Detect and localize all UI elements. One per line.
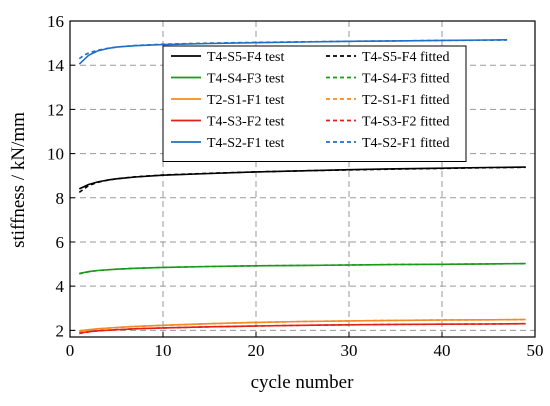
legend-label-t4-s5-f4-fitted: T4-S5-F4 fitted [362,50,450,65]
plot-frame [69,20,536,338]
legend-box [162,45,467,162]
y-tick-label: 10 [47,145,64,164]
series-line-t4-s4-f3-fitted [79,262,526,275]
x-tick-label: 20 [248,341,265,360]
y-tick-label: 6 [56,233,65,252]
legend-label-t4-s2-f1-test: T4-S2-F1 test [207,136,285,151]
tick-layer: 0 10 20 30 40 50 2 4 6 8 10 12 14 16 [47,12,544,360]
y-tick-label: 14 [47,56,65,75]
series-layer [78,39,526,335]
y-tick-label: 4 [56,277,65,296]
legend-label-t4-s5-f4-test: T4-S5-F4 test [207,50,285,65]
x-tick-label: 10 [155,341,172,360]
series-line-t2-s1-f1-fitted [79,318,526,333]
legend: T4-S5-F4 test T4-S5-F4 fitted T4-S4-F3 tes… [162,45,467,162]
y-axis-title: stiffness / kN/mm [8,112,29,248]
x-tick-label: 30 [341,341,358,360]
y-tick-label: 2 [56,321,65,340]
legend-label-t2-s1-f1-test: T2-S1-F1 test [207,93,285,108]
x-tick-label: 40 [434,341,451,360]
y-tick-label: 8 [56,189,65,208]
series-line-t4-s2-f1-fitted [78,39,508,60]
legend-label-t4-s3-f2-test: T4-S3-F2 test [207,115,285,130]
x-tick-label: 50 [527,341,544,360]
legend-label-t4-s4-f3-fitted: T4-S4-F3 fitted [362,72,450,87]
legend-label-t2-s1-f1-fitted: T2-S1-F1 fitted [362,93,450,108]
y-tick-label: 12 [47,100,64,119]
x-axis-title: cycle number [251,372,355,393]
legend-label-t4-s4-f3-test: T4-S4-F3 test [207,72,285,87]
series-line-t4-s3-f2-fitted [79,322,526,335]
legend-label-t4-s2-f1-fitted: T4-S2-F1 fitted [362,136,450,151]
y-tick-label: 16 [47,12,64,31]
legend-label-t4-s3-f2-fitted: T4-S3-F2 fitted [362,115,450,130]
x-tick-label: 0 [66,341,75,360]
series-line-t4-s5-f4-fitted [78,166,526,193]
